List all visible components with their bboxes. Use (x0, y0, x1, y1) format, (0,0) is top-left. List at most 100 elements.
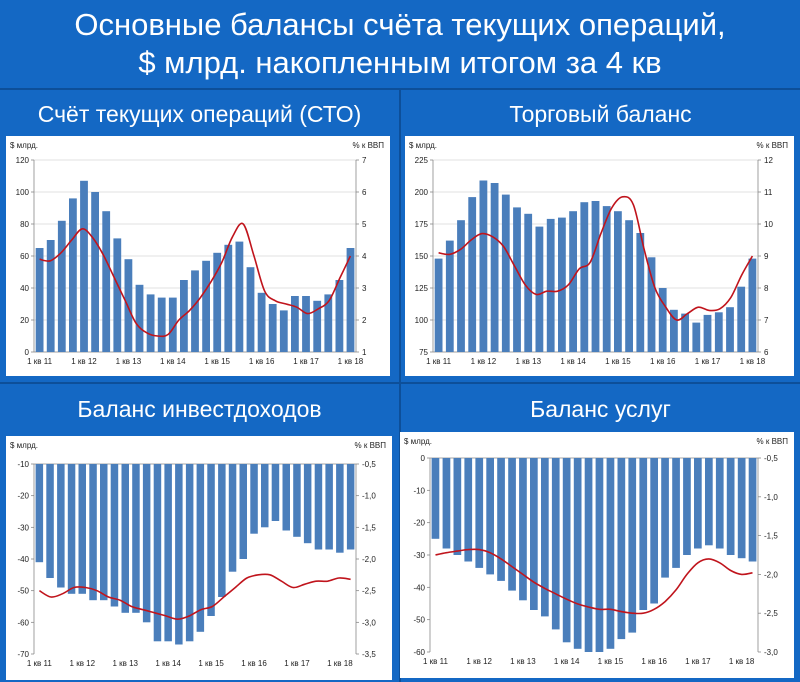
bar (513, 207, 521, 352)
x-tick-label: 1 кв 16 (650, 357, 676, 366)
bar (207, 464, 215, 616)
x-tick-label: 1 кв 14 (155, 659, 181, 668)
bar (442, 458, 451, 549)
y-tick-label: -30 (413, 551, 425, 560)
bar (541, 458, 549, 617)
bar (445, 240, 454, 352)
x-tick-label: 1 кв 17 (685, 657, 711, 666)
bar (124, 259, 133, 352)
bar (346, 464, 355, 550)
y2-tick-label: -0,5 (764, 454, 778, 463)
bar (726, 458, 735, 555)
bar (647, 257, 656, 352)
bar (453, 458, 462, 555)
x-tick-label: 1 кв 13 (116, 357, 142, 366)
bar (313, 300, 322, 352)
y2-tick-label: -2,0 (362, 555, 376, 564)
bar (464, 458, 473, 562)
y-tick-label: 20 (20, 316, 29, 325)
chart-trade-balance: $ млрд. % к ВВП 75 100 125 150 175 200 225 6 7 8 9 10… (405, 136, 794, 376)
chart-current-account: $ млрд. % к ВВП 0 20 40 60 80 100 120 1 2 3 4 5 6 7 1 кв… (6, 136, 390, 376)
bar (67, 464, 76, 594)
bar (431, 458, 440, 539)
x-tick-label: 1 кв 13 (112, 659, 138, 668)
bar (479, 180, 488, 352)
x-tick-label: 1 кв 15 (598, 657, 624, 666)
y2-tick-label: 6 (362, 188, 367, 197)
bar (91, 192, 99, 352)
y-tick-label: -10 (17, 460, 29, 469)
bar (551, 458, 560, 630)
y2-tick-label: 10 (764, 220, 773, 229)
bar (302, 296, 310, 352)
bar (291, 296, 299, 352)
bar (239, 464, 247, 559)
bar (132, 464, 140, 613)
bar (202, 260, 210, 352)
y-tick-label: 200 (415, 188, 429, 197)
bar (303, 464, 312, 544)
bar (268, 304, 277, 352)
bar (670, 309, 678, 352)
bar (168, 297, 177, 352)
x-tick-label: 1 кв 11 (27, 357, 53, 366)
y-tick-label: -50 (413, 616, 425, 625)
y-axis-unit-left: $ млрд. (409, 141, 437, 150)
y2-tick-label: 4 (362, 252, 367, 261)
bar (80, 180, 88, 352)
panel-title-services: Баланс услуг (530, 396, 671, 422)
x-tick-label: 1 кв 11 (423, 657, 449, 666)
y2-tick-label: 1 (362, 348, 367, 357)
bar (490, 183, 499, 352)
y-tick-label: -70 (17, 650, 29, 659)
bar (213, 252, 222, 352)
bar (57, 220, 66, 352)
bar (142, 464, 151, 623)
bar (121, 464, 129, 613)
x-tick-label: 1 кв 15 (198, 659, 224, 668)
bar (196, 464, 205, 632)
bar (625, 220, 633, 352)
y-tick-label: -60 (17, 618, 29, 627)
bar (475, 458, 484, 568)
y-tick-label: 0 (421, 454, 426, 463)
y-tick-label: -20 (413, 519, 425, 528)
y2-tick-label: 3 (362, 284, 367, 293)
y2-tick-label: 5 (362, 220, 367, 229)
bar (261, 464, 269, 528)
x-tick-label: 1 кв 17 (695, 357, 721, 366)
y2-tick-label: -2,5 (764, 609, 778, 618)
chart-current-account-svg: $ млрд. % к ВВП 0 20 40 60 80 100 120 1 2 3 4 5 6 7 1 кв… (10, 141, 384, 366)
bar (614, 211, 622, 352)
y-tick-label: 60 (20, 252, 29, 261)
y-tick-label: 100 (415, 316, 429, 325)
page-title-line-1: Основные балансы счёта текущих операций, (74, 7, 726, 42)
bar (714, 312, 723, 352)
x-tick-label: 1 кв 12 (70, 659, 96, 668)
x-tick-label: 1 кв 12 (466, 657, 492, 666)
bar (672, 458, 680, 568)
bar (519, 458, 527, 601)
bar (271, 464, 280, 521)
y-axis-unit-right: % к ВВП (757, 141, 789, 150)
bar (737, 286, 746, 352)
series-line (438, 195, 754, 321)
y-tick-label: 225 (415, 156, 429, 165)
x-tick-label: 1 кв 18 (740, 357, 766, 366)
y-tick-label: 100 (16, 188, 30, 197)
x-tick-label: 1 кв 17 (293, 357, 319, 366)
y2-tick-label: -1,0 (764, 493, 778, 502)
bar (457, 220, 465, 352)
x-tick-label: 1 кв 16 (241, 659, 267, 668)
bar (584, 458, 593, 652)
bar (157, 297, 166, 352)
x-tick-label: 1 кв 18 (327, 659, 353, 668)
y-tick-label: 40 (20, 284, 29, 293)
y2-tick-label: 2 (362, 316, 367, 325)
x-tick-label: 1 кв 16 (249, 357, 275, 366)
bar (146, 294, 155, 352)
bar (153, 464, 162, 642)
bar (113, 238, 122, 352)
bar (191, 270, 199, 352)
bar (661, 458, 669, 578)
